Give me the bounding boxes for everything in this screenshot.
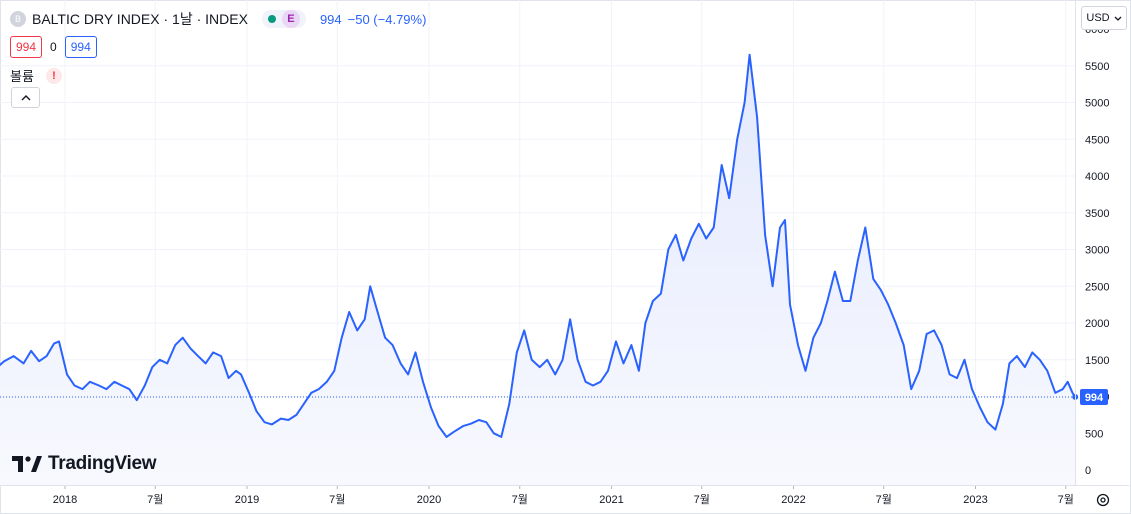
x-tick-label: 2019 [235,494,259,506]
x-tick-label: 7월 [694,493,710,506]
collapse-legend-button[interactable] [11,87,40,108]
y-tick-label: 2500 [1085,281,1109,293]
warning-icon[interactable]: ! [45,67,62,84]
ask-price-button[interactable]: 994 [64,36,97,58]
area-fill [0,54,1076,485]
x-tick-label: 2018 [53,494,77,506]
y-tick-label: 1500 [1085,355,1109,367]
chevron-up-icon [21,94,30,100]
y-tick-label: 2000 [1085,318,1109,330]
exchange-badge: E [281,10,300,28]
y-tick-label: 500 [1085,428,1103,440]
tradingview-logo[interactable]: TradingView [12,453,157,475]
last-price-marker: 994 [0,388,1108,405]
symbol-legend: B BALTIC DRY INDEX · 1날 · INDEX E 994 −5… [10,9,426,29]
logo-text: TradingView [48,453,157,474]
last-price-tag [1080,388,1108,405]
x-tick-label: 7월 [147,493,163,506]
price-axis[interactable]: 0500100015002000250030003500400045005000… [1085,24,1109,477]
y-tick-label: 5500 [1085,61,1109,73]
symbol-logo-icon: B [10,11,26,27]
y-tick-label: 4000 [1085,171,1109,183]
y-tick-label: 4500 [1085,134,1109,146]
market-open-dot-icon [267,15,276,23]
volume-indicator-row: 볼륨 ! [10,66,62,85]
price-axis-separator [1075,0,1076,485]
last-value: 994 [319,11,342,27]
tradingview-logo-icon [12,456,42,472]
x-tick-label: 7월 [329,493,345,506]
bid-price-button[interactable]: 994 [10,36,43,58]
y-tick-label: 0 [1085,465,1091,477]
area-series [0,53,1077,485]
volume-label[interactable]: 볼륨 [10,69,34,84]
last-price-tag-label: 994 [1085,392,1104,404]
currency-label: USD [1086,12,1110,24]
y-tick-label: 3500 [1085,208,1109,220]
symbol-title[interactable]: BALTIC DRY INDEX · 1날 · INDEX [32,11,248,27]
chevron-down-icon [1114,16,1122,21]
x-tick-label: 2021 [599,494,623,506]
x-tick-label: 7월 [1058,493,1074,506]
chart-settings-button[interactable] [1094,491,1112,509]
series-line [0,53,1077,438]
x-tick-label: 2023 [963,494,987,506]
x-tick-label: 7월 [512,493,528,506]
last-price-info: 994 −50 (−4.79%) [320,12,426,27]
y-tick-label: 3000 [1085,245,1109,257]
y-tick-label: 5000 [1085,98,1109,110]
x-tick-label: 2020 [417,494,441,506]
market-status-pill[interactable]: E [261,10,306,28]
x-tick-label: 2022 [781,494,805,506]
x-tick-label: 7월 [876,493,892,506]
gear-icon [1096,493,1110,507]
currency-select[interactable]: USD [1081,6,1127,30]
price-change: −50 (−4.79%) [347,11,427,27]
time-axis[interactable]: 2018 7월 2019 7월 2020 7월 2021 7월 2022 7월 2023 7월 [53,485,1074,506]
time-axis-separator [0,485,1129,486]
spread-value: 0 [50,40,57,54]
bid-ask-row: 994 0 994 [10,36,97,58]
